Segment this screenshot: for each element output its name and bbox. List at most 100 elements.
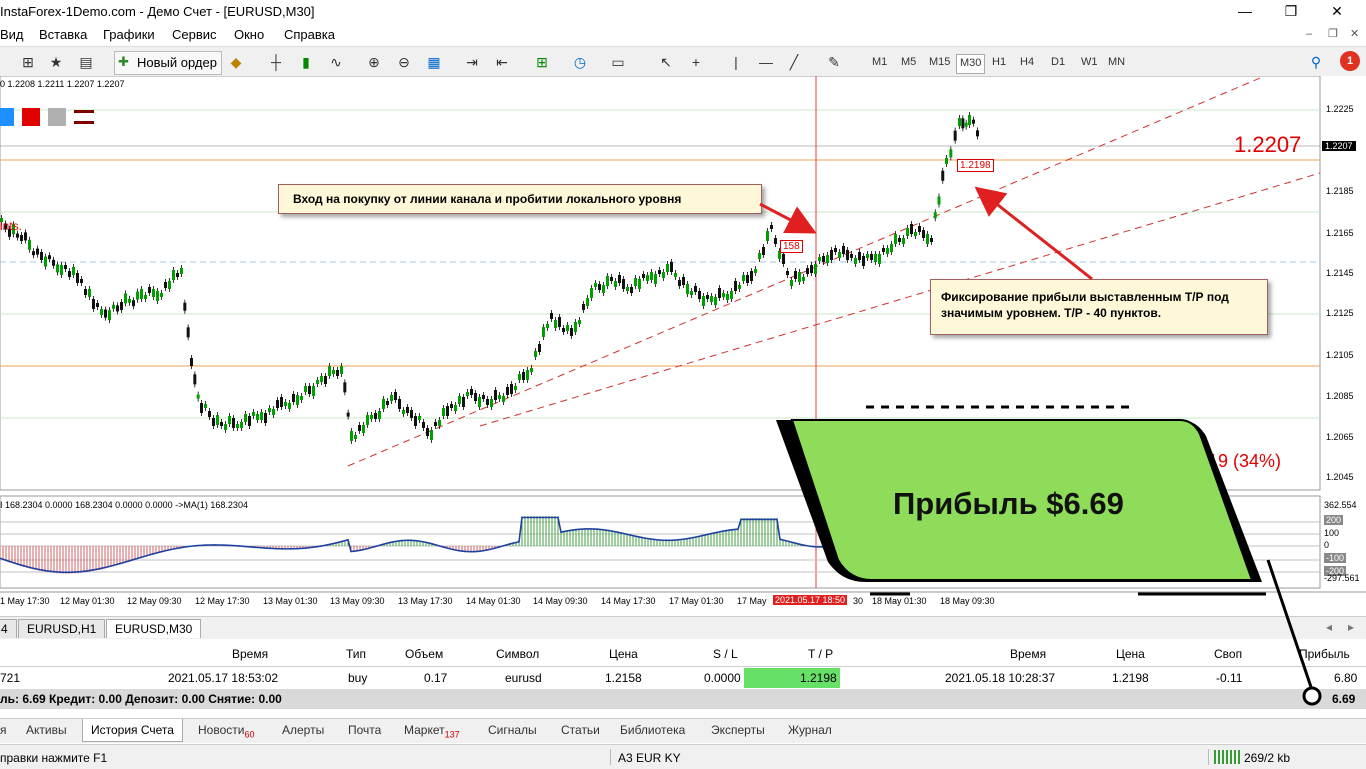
search-icon[interactable]: ⚲ bbox=[1310, 54, 1322, 70]
tab-trade[interactable]: я bbox=[0, 723, 7, 737]
candle bbox=[922, 230, 925, 238]
candle bbox=[36, 248, 39, 255]
mdi-restore-icon[interactable]: ❐ bbox=[1328, 28, 1338, 40]
tab-alerts[interactable]: Алерты bbox=[282, 723, 325, 737]
candle bbox=[84, 289, 87, 295]
mdi-minimize-icon[interactable]: – bbox=[1306, 28, 1313, 40]
col-volume[interactable]: Объем bbox=[405, 647, 444, 661]
tab-market[interactable]: Маркет137 bbox=[404, 723, 460, 740]
cursor-icon[interactable]: ↖ bbox=[660, 54, 672, 70]
maximize-button[interactable]: ❐ bbox=[1284, 3, 1298, 19]
notification-badge[interactable]: 1 bbox=[1340, 51, 1360, 71]
tab-articles[interactable]: Статьи bbox=[561, 723, 600, 737]
candlestick-icon[interactable]: ▮ bbox=[302, 54, 310, 70]
candle bbox=[68, 271, 71, 277]
timeframe-d1[interactable]: D1 bbox=[1051, 56, 1066, 68]
candle bbox=[44, 256, 47, 267]
vertical-line-icon[interactable]: | bbox=[734, 54, 738, 70]
chart-tab[interactable]: 4 bbox=[0, 619, 17, 638]
tab-signals[interactable]: Сигналы bbox=[488, 723, 537, 737]
tab-experts[interactable]: Эксперты bbox=[711, 723, 765, 737]
col-sl[interactable]: S / L bbox=[713, 647, 738, 661]
horizontal-line-icon[interactable]: — bbox=[759, 54, 773, 70]
candle bbox=[894, 234, 897, 244]
tab-news[interactable]: Новости60 bbox=[198, 723, 255, 740]
candle bbox=[674, 273, 677, 277]
col-symbol[interactable]: Символ bbox=[496, 647, 540, 661]
col-close-time[interactable]: Время bbox=[1010, 647, 1047, 661]
candle bbox=[878, 254, 881, 264]
trendline-icon[interactable]: ╱ bbox=[789, 54, 799, 70]
profiles-icon[interactable]: ★ bbox=[49, 54, 63, 70]
time-axis-label: 30 bbox=[853, 596, 864, 606]
chart-tab-eurusd-m30[interactable]: EURUSD,M30 bbox=[106, 619, 202, 638]
chart-tab-eurusd-h1[interactable]: EURUSD,H1 bbox=[18, 619, 106, 638]
close-button[interactable]: ✕ bbox=[1331, 3, 1343, 19]
zoom-in-icon[interactable]: ⊕ bbox=[368, 54, 380, 70]
tabs-scroll-left-icon[interactable]: ◂ bbox=[1326, 620, 1333, 634]
line-chart-icon[interactable]: ∿ bbox=[330, 54, 342, 70]
candle bbox=[382, 399, 385, 409]
timeframe-mn[interactable]: MN bbox=[1108, 56, 1126, 68]
timeframe-m30[interactable]: M30 bbox=[956, 54, 986, 74]
templates-icon[interactable]: ▭ bbox=[611, 54, 625, 70]
menu-tools[interactable]: Сервис bbox=[172, 27, 217, 42]
timeframe-h1[interactable]: H1 bbox=[992, 56, 1007, 68]
timeframe-w1[interactable]: W1 bbox=[1081, 56, 1098, 68]
candle bbox=[24, 232, 27, 241]
chart-shift-icon[interactable]: ⇥ bbox=[466, 54, 478, 70]
col-type[interactable]: Тип bbox=[346, 647, 367, 661]
navigator-icon[interactable]: ▤ bbox=[79, 54, 93, 70]
tab-mailbox[interactable]: Почта bbox=[348, 723, 382, 737]
col-close-price[interactable]: Цена bbox=[1116, 647, 1145, 661]
timeframe-m5[interactable]: M5 bbox=[901, 56, 917, 68]
tab-journal[interactable]: Журнал bbox=[788, 723, 832, 737]
table-row[interactable]: 721 2021.05.17 18:53:02 buy 0.17 eurusd … bbox=[0, 666, 1366, 688]
price-axis-label: 1.2085 bbox=[1326, 391, 1354, 401]
menu-view[interactable]: Вид bbox=[0, 27, 24, 42]
candle bbox=[186, 327, 190, 338]
candle bbox=[702, 296, 705, 306]
new-order-button[interactable]: ✚ Новый ордер bbox=[114, 51, 222, 75]
mdi-close-icon[interactable]: ✕ bbox=[1350, 28, 1360, 40]
candle bbox=[450, 404, 453, 408]
minimize-button[interactable]: — bbox=[1238, 3, 1252, 19]
take-profit-annotation: Фиксирование прибыли выставленным Т/Р по… bbox=[930, 279, 1268, 335]
timeframe-m15[interactable]: M15 bbox=[929, 56, 951, 68]
timeframe-h4[interactable]: H4 bbox=[1020, 56, 1035, 68]
timeframe-m1[interactable]: M1 bbox=[872, 56, 888, 68]
col-open-price[interactable]: Цена bbox=[609, 647, 638, 661]
tile-windows-icon[interactable]: ▦ bbox=[427, 54, 441, 70]
crosshair-icon[interactable]: + bbox=[691, 54, 701, 70]
candle bbox=[72, 267, 75, 275]
indicators-icon[interactable]: ⊞ bbox=[536, 54, 548, 70]
tabs-scroll-right-icon[interactable]: ▸ bbox=[1348, 620, 1355, 634]
menu-help[interactable]: Справка bbox=[284, 27, 335, 42]
tab-exposure[interactable]: Активы bbox=[26, 723, 67, 737]
col-swap[interactable]: Своп bbox=[1214, 647, 1243, 661]
ohlc-header: 0 1.2208 1.2211 1.2207 1.2207 bbox=[0, 79, 125, 89]
periods-icon[interactable]: ◷ bbox=[573, 54, 587, 70]
tab-library[interactable]: Библиотека bbox=[620, 723, 686, 737]
candle bbox=[726, 294, 729, 300]
candle bbox=[530, 368, 533, 372]
col-open-time[interactable]: Время bbox=[232, 647, 269, 661]
new-chart-icon[interactable]: ⊞ bbox=[22, 54, 34, 70]
draw-tools-icon[interactable]: ✎ bbox=[828, 54, 840, 70]
tab-account-history[interactable]: История Счета bbox=[82, 719, 183, 742]
menu-insert[interactable]: Вставка bbox=[39, 27, 88, 42]
price-axis-label: 1.2165 bbox=[1326, 228, 1354, 238]
candle bbox=[212, 418, 215, 426]
col-tp[interactable]: T / P bbox=[808, 647, 834, 661]
menu-charts[interactable]: Графики bbox=[103, 27, 155, 42]
zoom-out-icon[interactable]: ⊖ bbox=[398, 54, 410, 70]
menu-window[interactable]: Окно bbox=[234, 27, 265, 42]
time-axis-label: 17 May bbox=[737, 596, 767, 606]
bar-chart-icon[interactable]: ┼ bbox=[271, 54, 281, 70]
autoscroll-icon[interactable]: ⇤ bbox=[496, 54, 508, 70]
col-profit[interactable]: Прибыль bbox=[1299, 647, 1350, 661]
price-axis-label: 1.2185 bbox=[1326, 186, 1354, 196]
traffic-indicator[interactable]: 269/2 kb bbox=[1244, 751, 1291, 765]
legend-blue-swatch bbox=[0, 108, 14, 126]
autotrading-icon[interactable]: ◆ bbox=[230, 54, 242, 70]
